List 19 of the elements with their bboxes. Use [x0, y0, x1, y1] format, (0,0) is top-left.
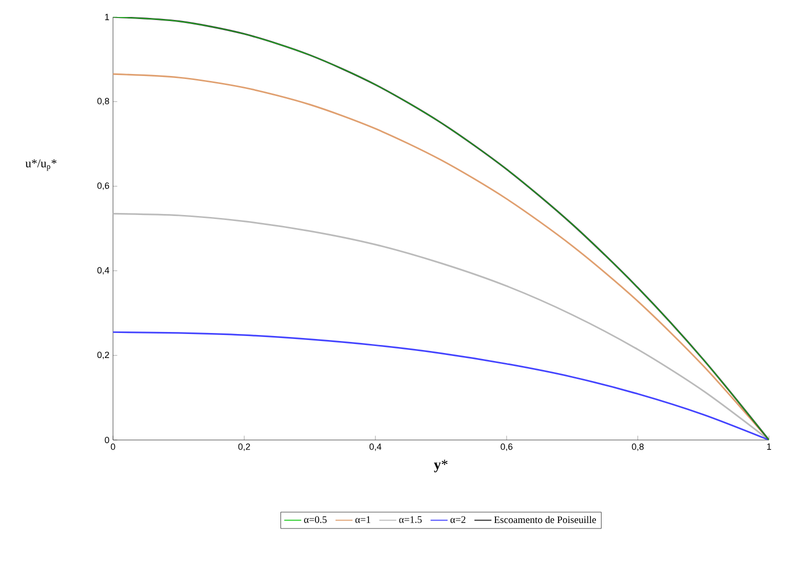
y-tick-label: 0: [104, 436, 110, 444]
x-tick-label: 0: [110, 444, 116, 450]
legend-label: α=1: [355, 516, 370, 523]
x-axis-title: y*: [434, 460, 448, 472]
y-tick-label: 0,2: [97, 352, 110, 360]
legend-label: α=0.5: [304, 516, 327, 524]
x-tick-label: 0,2: [238, 444, 250, 451]
y-tick-label: 0,8: [97, 98, 110, 106]
x-tick-label: 1: [767, 444, 772, 450]
legend-label: α=2: [450, 516, 466, 523]
x-tick-label: 0,4: [370, 444, 382, 451]
y-tick-label: 1: [105, 14, 110, 20]
legend-label: Escoamento de Poiseuille: [494, 516, 596, 524]
y-tick-label: 0,4: [97, 267, 110, 274]
x-tick-label: 0,8: [632, 444, 644, 451]
y-axis-title: u*/u$_{p}$*: [25, 159, 56, 171]
legend-label: α=1.5: [399, 516, 422, 523]
x-tick-label: 0,6: [500, 444, 512, 451]
y-tick-label: 0,6: [97, 182, 110, 190]
